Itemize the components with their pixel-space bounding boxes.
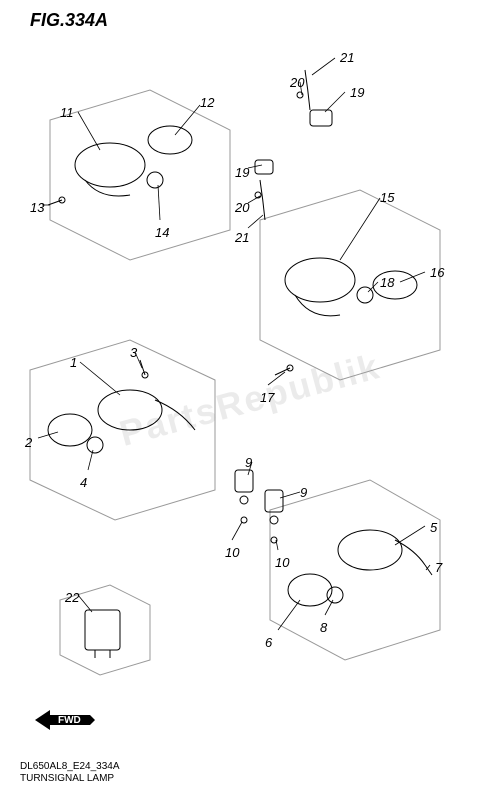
callout-9: 9 <box>245 455 252 470</box>
fwd-arrow: FWD <box>30 705 100 740</box>
callout-13: 13 <box>30 200 44 215</box>
part-title: TURNSIGNAL LAMP <box>20 773 120 785</box>
callout-1: 1 <box>70 355 77 370</box>
callout-4: 4 <box>80 475 87 490</box>
callout-17: 17 <box>260 390 274 405</box>
callout-21: 21 <box>340 50 354 65</box>
callout-2: 2 <box>25 435 32 450</box>
fwd-label: FWD <box>58 715 81 726</box>
callout-11: 11 <box>60 105 74 120</box>
callout-18: 18 <box>380 275 394 290</box>
bottom-label: DL650AL8_E24_334A TURNSIGNAL LAMP <box>20 761 120 785</box>
callout-5: 5 <box>430 520 437 535</box>
callout-22: 22 <box>65 590 79 605</box>
callout-19: 19 <box>350 85 364 100</box>
callout-14: 14 <box>155 225 169 240</box>
callout-20: 20 <box>290 75 304 90</box>
callout-12: 12 <box>200 95 214 110</box>
callout-19b: 19 <box>235 165 249 180</box>
callout-20b: 20 <box>235 200 249 215</box>
model-code: DL650AL8_E24_334A <box>20 761 120 773</box>
callout-21b: 21 <box>235 230 249 245</box>
callout-9b: 9 <box>300 485 307 500</box>
callout-10: 10 <box>225 545 239 560</box>
callout-8: 8 <box>320 620 327 635</box>
callout-3: 3 <box>130 345 137 360</box>
callout-10b: 10 <box>275 555 289 570</box>
callout-16: 16 <box>430 265 444 280</box>
callout-15: 15 <box>380 190 394 205</box>
callout-6: 6 <box>265 635 272 650</box>
parts-diagram <box>0 0 500 800</box>
callout-7: 7 <box>435 560 442 575</box>
